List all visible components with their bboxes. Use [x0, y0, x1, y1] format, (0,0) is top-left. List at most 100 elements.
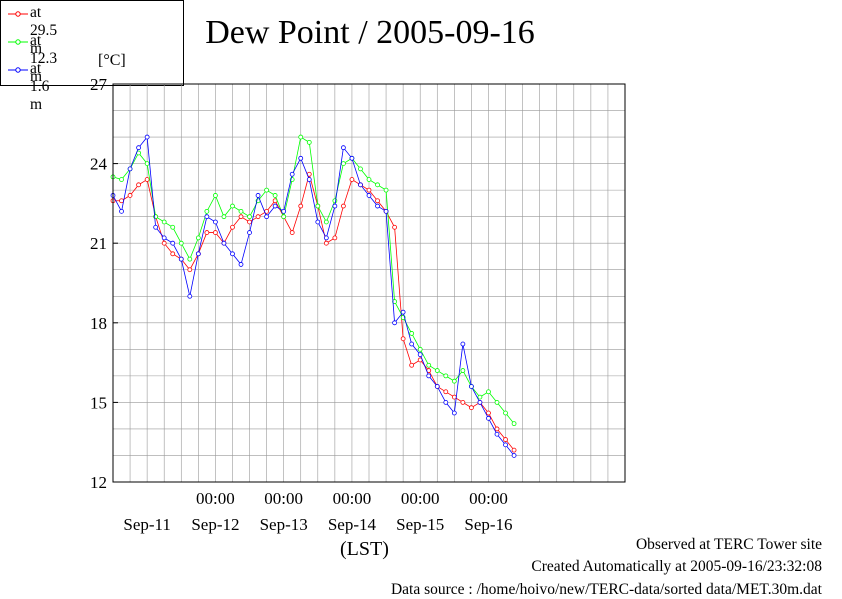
data-point [238, 208, 244, 214]
data-point [264, 214, 270, 220]
data-point [494, 399, 500, 405]
data-point [298, 203, 304, 209]
data-point [460, 368, 466, 373]
data-point [434, 384, 440, 389]
data-point [315, 203, 321, 209]
legend-marker-blue [8, 67, 28, 73]
data-point [136, 182, 142, 188]
data-point [281, 214, 287, 220]
data-point [349, 177, 355, 182]
legend-label: at 12.3 m [30, 32, 58, 85]
data-point [468, 405, 474, 411]
plot-frame [112, 83, 626, 483]
data-point [503, 410, 508, 416]
data-point [281, 208, 287, 214]
data-point [460, 399, 466, 405]
data-point [187, 256, 193, 262]
x-tick-date-label: Sep-16 [464, 515, 512, 534]
data-point [161, 235, 167, 241]
x-axis-label: (LST) [340, 538, 389, 560]
data-point [264, 187, 270, 193]
data-point [400, 336, 406, 342]
data-point [409, 331, 415, 336]
data-point [161, 219, 167, 225]
series-2 [110, 134, 517, 458]
data-point [383, 187, 389, 193]
data-point [366, 177, 372, 182]
y-tick-label: 12 [90, 473, 107, 492]
data-point [460, 341, 466, 347]
y-tick-label: 21 [90, 234, 107, 253]
data-point [230, 203, 235, 209]
data-point [477, 399, 483, 405]
data-point [221, 214, 227, 220]
data-point [212, 230, 218, 235]
data-point [443, 389, 449, 395]
x-tick-date-label: Sep-12 [191, 515, 239, 534]
legend-label: at 1.6 m [30, 60, 50, 113]
data-point [289, 230, 295, 235]
data-point [494, 431, 500, 437]
x-tick-date-label: Sep-14 [328, 515, 377, 534]
data-point [375, 198, 380, 204]
data-point [383, 208, 389, 214]
data-point [230, 224, 235, 230]
data-point [212, 219, 218, 225]
x-tick-date-label: Sep-15 [396, 515, 444, 534]
data-point [349, 155, 355, 161]
y-tick-label: 15 [90, 393, 107, 412]
data-point [451, 378, 457, 384]
y-tick-label: 27 [90, 75, 108, 94]
data-point [204, 230, 210, 235]
data-point [119, 208, 124, 214]
data-point [468, 384, 474, 389]
data-point [221, 240, 227, 246]
series-0 [110, 171, 517, 453]
site-note: Observed at TERC Tower site [635, 536, 822, 553]
data-point [511, 453, 517, 458]
series-1 [110, 134, 517, 427]
data-point [340, 145, 346, 151]
data-point [409, 341, 415, 347]
data-point [119, 177, 124, 182]
data-point [358, 182, 363, 188]
data-point [332, 198, 338, 204]
data-point [417, 346, 423, 352]
data-point [247, 214, 252, 220]
data-point [443, 373, 449, 379]
x-tick-time-label: 00:00 [401, 489, 440, 508]
data-point [315, 219, 321, 225]
data-point [247, 230, 252, 235]
data-point [170, 240, 176, 246]
legend-marker-red [8, 11, 28, 17]
data-point [144, 161, 150, 167]
data-point [204, 208, 210, 214]
data-point [204, 214, 210, 220]
data-point [511, 421, 517, 427]
data-point [332, 203, 338, 209]
data-point [392, 224, 398, 230]
y-tick-label: 24 [90, 155, 108, 174]
x-tick-date-label: Sep-13 [260, 515, 308, 534]
data-point [477, 394, 483, 400]
data-point [486, 389, 491, 395]
data-point [426, 373, 432, 379]
data-point [503, 442, 508, 448]
data-point [144, 134, 150, 140]
data-point [426, 362, 432, 368]
data-point [136, 145, 142, 151]
data-point [451, 410, 457, 416]
data-point [272, 193, 278, 198]
legend-marker-green [8, 39, 28, 45]
data-point [400, 309, 406, 315]
data-point [443, 399, 449, 405]
data-point [127, 166, 133, 172]
data-point [366, 187, 372, 193]
data-point [366, 193, 372, 198]
data-point [417, 352, 423, 358]
legend: at 29.5 m at 12.3 m at 1.6 m [0, 0, 184, 113]
data-point [187, 267, 193, 273]
data-point [119, 198, 124, 204]
data-point [272, 203, 278, 209]
